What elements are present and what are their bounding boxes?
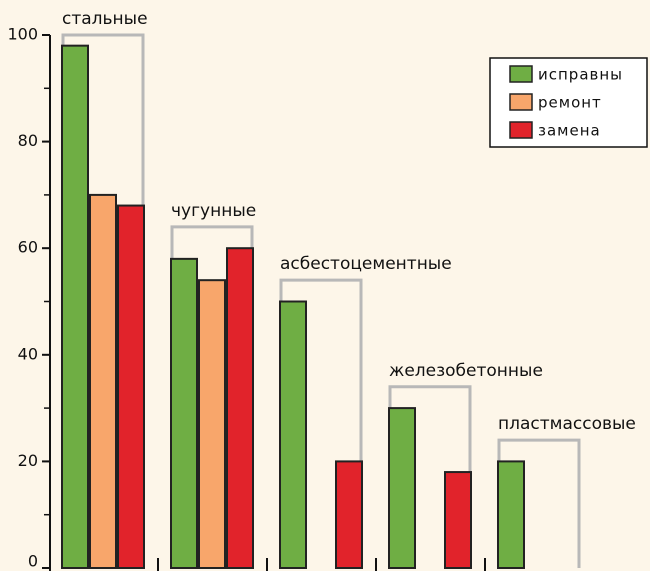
legend-swatch [509, 93, 533, 111]
y-tick-label: 20 [18, 451, 38, 470]
bar [198, 279, 226, 569]
category-label: пластмассовые [498, 414, 636, 434]
bar [170, 257, 198, 569]
category-label: железобетонные [389, 361, 543, 381]
category-label: асбестоцементные [280, 254, 452, 274]
legend-label: исправны [538, 66, 623, 84]
legend-label: замена [538, 122, 601, 140]
y-tick-label: 60 [18, 238, 38, 257]
bar [279, 300, 307, 569]
bar [226, 247, 254, 569]
category-label: стальные [62, 9, 148, 29]
bar [117, 204, 145, 569]
y-tick-label: 40 [18, 344, 38, 363]
bar [335, 460, 363, 569]
legend-label: ремонт [538, 94, 602, 112]
y-tick-label: 80 [18, 131, 38, 150]
bar [61, 44, 89, 570]
legend-swatch [509, 65, 533, 83]
y-tick-label: 0 [28, 552, 38, 571]
bar [388, 407, 416, 569]
bar [444, 471, 472, 569]
category-label: чугунные [171, 201, 256, 221]
legend-swatch [509, 121, 533, 139]
bar [89, 193, 117, 569]
bar [497, 460, 525, 569]
y-tick-label: 100 [7, 25, 38, 44]
